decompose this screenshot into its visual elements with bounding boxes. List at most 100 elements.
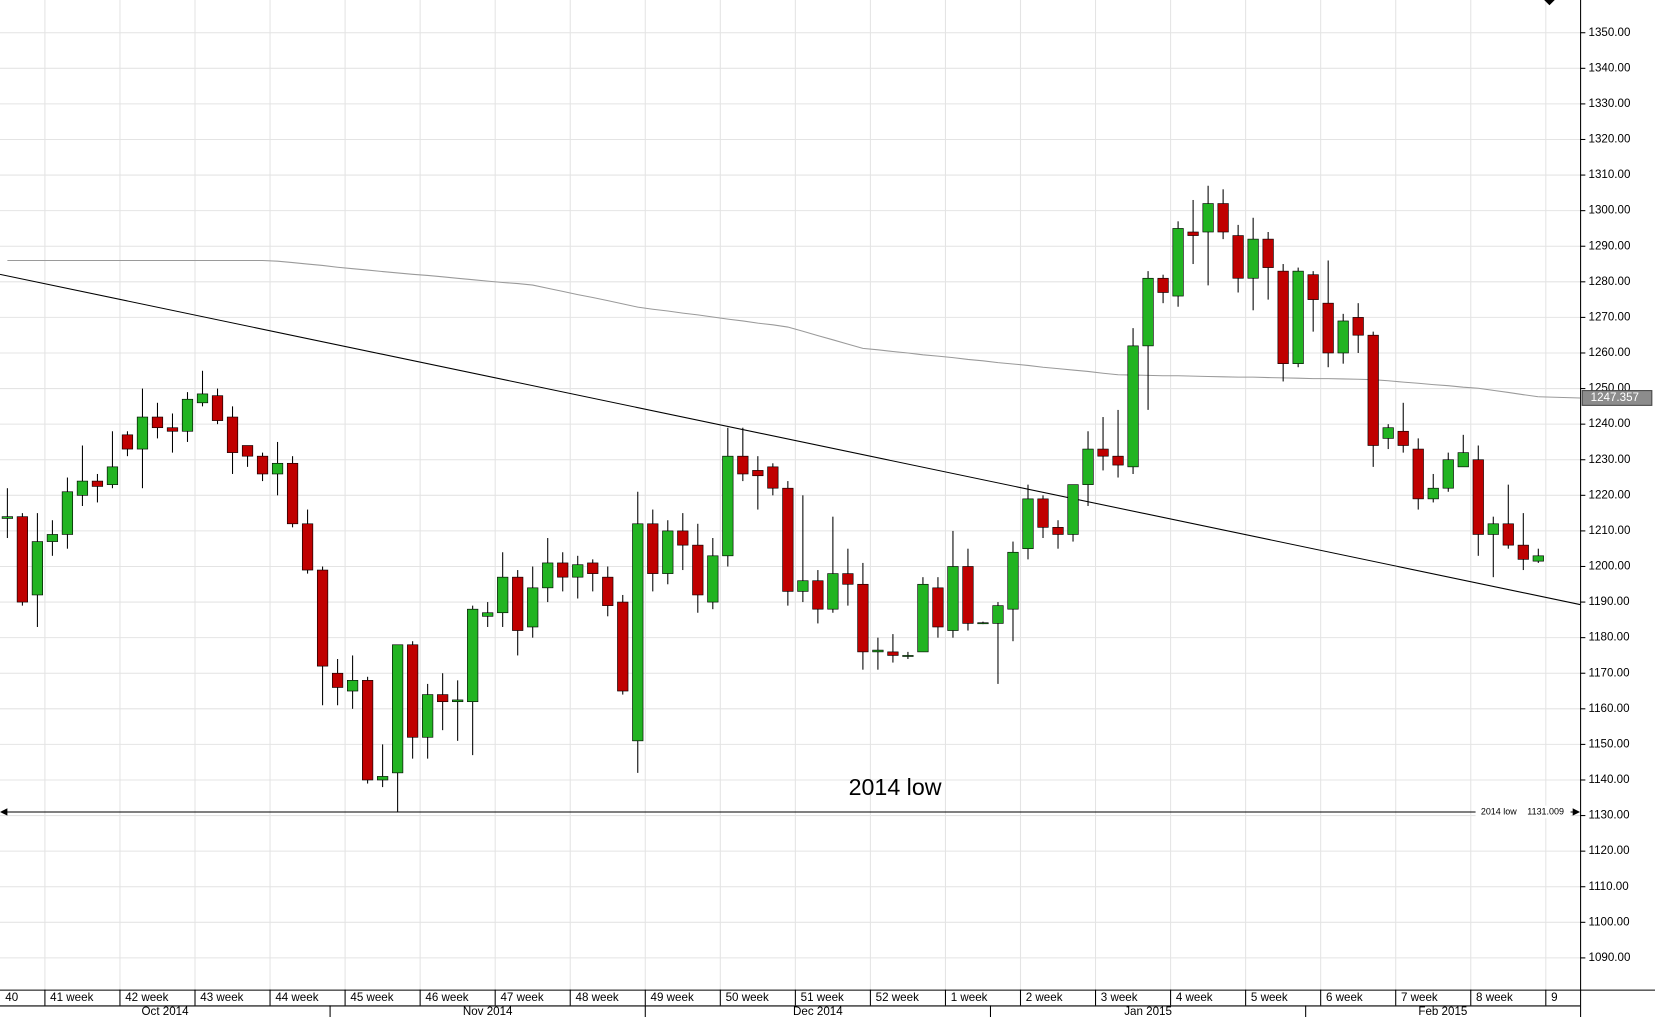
moving-average-end <box>1538 396 1581 399</box>
candle-body <box>527 587 539 628</box>
candle-body <box>1442 459 1454 489</box>
plot: 2014 low 1131.009 2014 low <box>0 185 1581 819</box>
support-arrow <box>0 808 8 816</box>
scroll-marker <box>1544 0 1555 6</box>
candle-body <box>1337 320 1349 354</box>
y-tick-label: 1240.00 <box>1589 417 1631 430</box>
x-tick-label: 40 <box>5 991 18 1004</box>
candle-body <box>1157 277 1169 293</box>
candle-body <box>136 416 149 450</box>
x-tick-label: 49 week <box>651 991 694 1004</box>
y-tick-label: 1340.00 <box>1589 61 1631 74</box>
candle-body <box>827 573 839 610</box>
candle-body <box>1412 448 1424 500</box>
candle-body <box>872 649 884 653</box>
y-tick-label: 1110.00 <box>1589 880 1629 893</box>
candle-body <box>1067 484 1079 535</box>
candle-body <box>1247 238 1259 279</box>
x-tick-label: 50 week <box>726 991 769 1004</box>
candle-body <box>316 569 329 667</box>
x-tick-label: 3 week <box>1101 991 1138 1004</box>
y-tick-label: 1300.00 <box>1589 204 1631 217</box>
candle-body <box>1052 527 1064 535</box>
candle-body <box>1112 455 1124 466</box>
month-label: Feb 2015 <box>1418 1005 1467 1017</box>
candle-body <box>1517 544 1529 560</box>
y-tick-label: 1330.00 <box>1589 97 1631 110</box>
candle-body <box>1427 487 1439 500</box>
candle-body <box>106 466 119 485</box>
support-arrow <box>1572 808 1581 816</box>
candle-body <box>1022 498 1034 550</box>
candle-body <box>707 555 719 603</box>
candle-body <box>1457 452 1469 468</box>
candle-body <box>947 566 959 631</box>
candle-body <box>962 566 974 624</box>
candle-body <box>347 680 359 692</box>
x-tick-label: 7 week <box>1401 991 1438 1004</box>
candle-body <box>46 534 59 542</box>
candle-body <box>1307 274 1319 300</box>
candle-body <box>1037 498 1049 528</box>
y-tick-label: 1130.00 <box>1589 809 1630 822</box>
candle-body <box>572 564 584 578</box>
y-tick-label: 1120.00 <box>1589 844 1630 857</box>
candle-body <box>737 455 749 475</box>
candle-body <box>512 576 524 631</box>
candle-body <box>752 470 764 477</box>
candle-body <box>407 644 419 738</box>
candle-body <box>767 466 779 489</box>
month-label: Nov 2014 <box>463 1005 513 1017</box>
candle-body <box>1172 228 1184 297</box>
candle-body <box>362 680 374 781</box>
candle-body <box>902 655 914 657</box>
x-tick-label: 47 week <box>500 991 543 1004</box>
candle-body <box>497 576 509 614</box>
candle-body <box>211 395 224 421</box>
candle-body <box>392 644 404 774</box>
y-tick-label: 1180.00 <box>1589 631 1630 644</box>
candle-body <box>61 491 74 535</box>
support-label-bg <box>1475 805 1571 819</box>
candle-body <box>722 455 734 557</box>
candle-body <box>587 562 599 574</box>
y-tick-label: 1210.00 <box>1589 524 1631 537</box>
candle-body <box>1187 231 1199 236</box>
x-tick-label: 43 week <box>200 991 243 1004</box>
candle-body <box>782 487 794 592</box>
y-tick-label: 1220.00 <box>1589 488 1631 501</box>
candle-body <box>1277 270 1289 364</box>
candle-body <box>196 393 209 404</box>
month-label: Jan 2015 <box>1124 1005 1172 1017</box>
candle-body <box>181 398 194 432</box>
x-tick-label: 41 week <box>50 991 93 1004</box>
support-value: 1131.009 <box>1527 806 1564 816</box>
candle-body <box>692 544 704 596</box>
candle-body <box>241 445 254 457</box>
y-tick-label: 1140.00 <box>1589 773 1630 786</box>
candle-body <box>467 608 479 703</box>
y-tick-label: 1350.00 <box>1589 26 1631 39</box>
x-tick-label: 5 week <box>1251 991 1288 1004</box>
y-tick-label: 1170.00 <box>1589 666 1630 679</box>
candle-body <box>1 516 13 519</box>
y-tick-label: 1280.00 <box>1589 275 1631 288</box>
candle-body <box>1217 203 1229 233</box>
candle-body <box>1382 427 1394 439</box>
x-tick-label: 51 week <box>801 991 844 1004</box>
candle-body <box>812 580 824 610</box>
y-tick-label: 1160.00 <box>1589 702 1630 715</box>
candle-body <box>1487 523 1499 535</box>
candle-body <box>377 776 389 781</box>
last-value-box <box>1581 390 1653 406</box>
candle-body <box>482 612 494 617</box>
candle-body <box>437 694 449 703</box>
candle-body <box>121 434 134 450</box>
candle-body <box>617 601 629 692</box>
candle-body <box>301 523 314 571</box>
y-tick-label: 1270.00 <box>1589 310 1631 323</box>
